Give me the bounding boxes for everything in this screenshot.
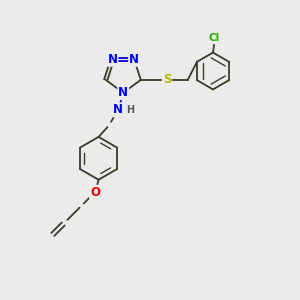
Text: S: S [163, 74, 171, 86]
Text: H: H [126, 106, 134, 116]
Text: N: N [118, 86, 128, 99]
Text: N: N [113, 103, 123, 116]
Text: Cl: Cl [209, 33, 220, 43]
Text: N: N [129, 53, 139, 66]
Text: O: O [90, 186, 100, 199]
Text: N: N [107, 53, 117, 66]
